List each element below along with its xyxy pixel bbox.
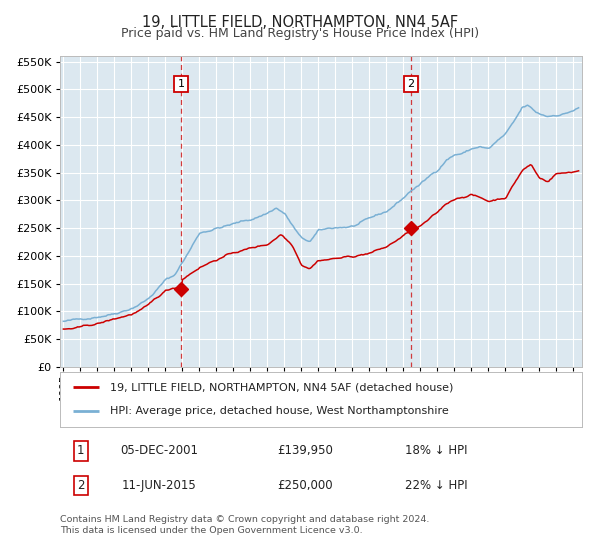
Text: 1: 1 bbox=[178, 79, 185, 88]
Text: 11-JUN-2015: 11-JUN-2015 bbox=[122, 479, 197, 492]
Text: 2: 2 bbox=[407, 79, 415, 88]
Text: Price paid vs. HM Land Registry's House Price Index (HPI): Price paid vs. HM Land Registry's House … bbox=[121, 27, 479, 40]
Text: 22% ↓ HPI: 22% ↓ HPI bbox=[404, 479, 467, 492]
Text: Contains HM Land Registry data © Crown copyright and database right 2024.: Contains HM Land Registry data © Crown c… bbox=[60, 515, 430, 524]
Text: 1: 1 bbox=[77, 444, 85, 458]
Text: 2: 2 bbox=[77, 479, 85, 492]
Text: 19, LITTLE FIELD, NORTHAMPTON, NN4 5AF: 19, LITTLE FIELD, NORTHAMPTON, NN4 5AF bbox=[142, 15, 458, 30]
Text: £250,000: £250,000 bbox=[278, 479, 333, 492]
Text: This data is licensed under the Open Government Licence v3.0.: This data is licensed under the Open Gov… bbox=[60, 526, 362, 535]
Text: 18% ↓ HPI: 18% ↓ HPI bbox=[404, 444, 467, 458]
Text: 05-DEC-2001: 05-DEC-2001 bbox=[120, 444, 198, 458]
Text: 19, LITTLE FIELD, NORTHAMPTON, NN4 5AF (detached house): 19, LITTLE FIELD, NORTHAMPTON, NN4 5AF (… bbox=[110, 382, 453, 392]
Text: HPI: Average price, detached house, West Northamptonshire: HPI: Average price, detached house, West… bbox=[110, 407, 448, 416]
Text: £139,950: £139,950 bbox=[277, 444, 333, 458]
